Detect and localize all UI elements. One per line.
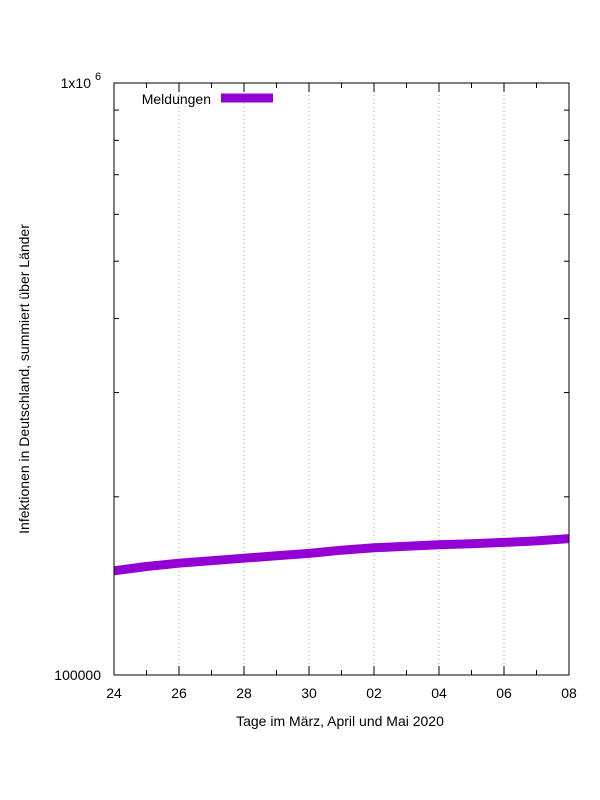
y-tick-label-top-exponent: 6 [95, 71, 101, 83]
x-tick-label: 30 [301, 685, 317, 701]
grid [178, 83, 505, 675]
legend: Meldungen [142, 91, 273, 107]
x-tick-label: 08 [561, 685, 577, 701]
x-tick-label: 28 [236, 685, 252, 701]
y-tick-label-bottom: 100000 [54, 667, 101, 683]
y-tick-label-top: 1x10 [61, 75, 92, 91]
x-tick-label: 06 [496, 685, 512, 701]
minor-ticks [114, 109, 569, 498]
x-tick-label: 24 [106, 685, 122, 701]
series-line-meldungen [113, 534, 570, 576]
y-axis-label: Infektionen in Deutschland, summiert übe… [16, 224, 32, 534]
x-ticks [113, 83, 570, 675]
legend-label: Meldungen [142, 91, 211, 107]
x-tick-label: 04 [431, 685, 447, 701]
x-tick-labels: 24 26 28 30 02 04 06 08 [106, 685, 577, 701]
x-tick-label: 02 [366, 685, 382, 701]
x-tick-label: 26 [171, 685, 187, 701]
x-axis-label: Tage im März, April und Mai 2020 [236, 713, 444, 729]
plot-frame [113, 82, 570, 676]
